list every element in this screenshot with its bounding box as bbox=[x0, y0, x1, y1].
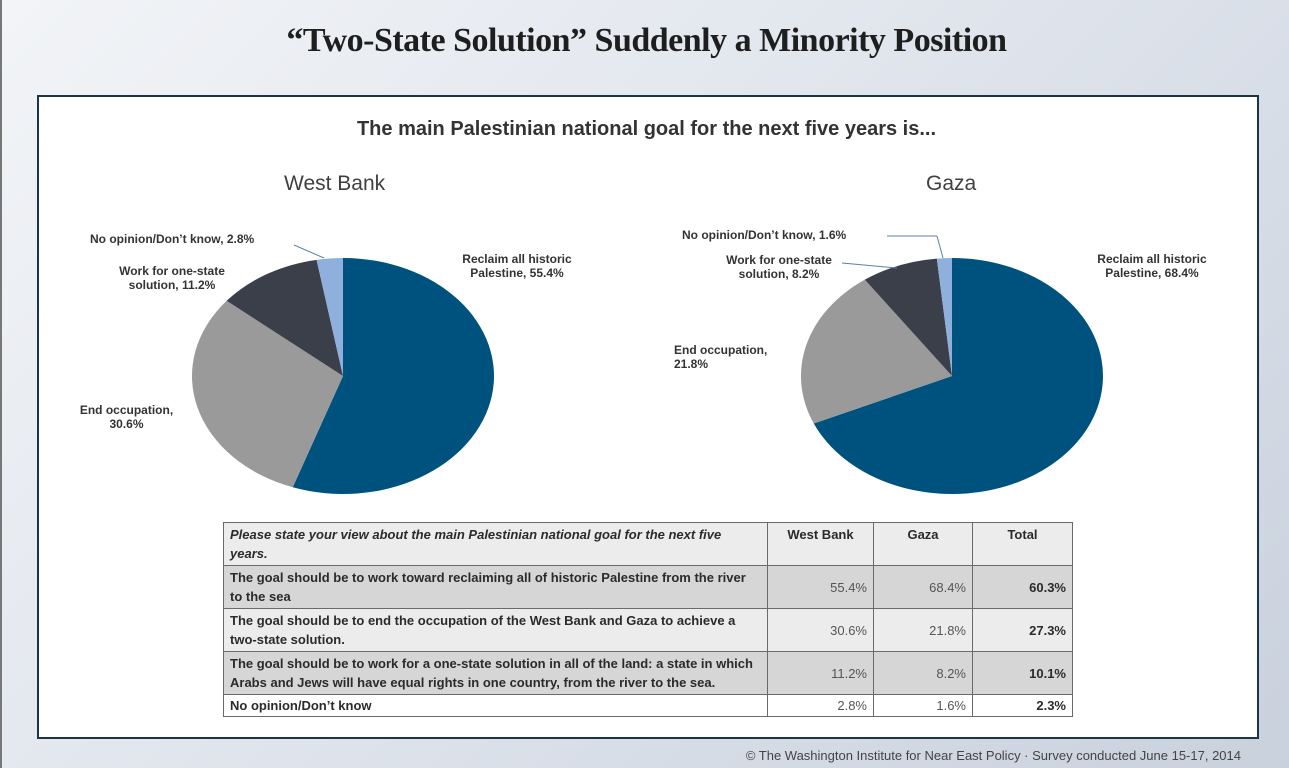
gaza-label-noopinion: No opinion/Don’t know, 1.6% bbox=[682, 228, 847, 242]
cell-gaza: 1.6% bbox=[873, 694, 973, 717]
table-row: No opinion/Don’t know 2.8% 1.6% 2.3% bbox=[223, 694, 1073, 717]
cell-total: 60.3% bbox=[972, 565, 1073, 609]
row-label: The goal should be to work toward reclai… bbox=[223, 565, 768, 609]
wb-label-noopinion: No opinion/Don’t know, 2.8% bbox=[90, 232, 255, 246]
gaza-label-reclaim: Reclaim all historic Palestine, 68.4% bbox=[1097, 252, 1207, 280]
cell-gaza: 68.4% bbox=[873, 565, 973, 609]
row-label: The goal should be to end the occupation… bbox=[223, 608, 768, 652]
leader-line bbox=[841, 262, 898, 269]
table-row: The goal should be to work for a one-sta… bbox=[223, 651, 1073, 695]
cell-total: 2.3% bbox=[972, 694, 1073, 717]
pie-slice-no-opinion-don-t-know bbox=[936, 258, 952, 376]
cell-west-bank: 2.8% bbox=[767, 694, 874, 717]
gaza-title: Gaza bbox=[926, 172, 977, 195]
cell-gaza: 8.2% bbox=[873, 651, 973, 695]
pie-slice-reclaim-all-historic-palestine bbox=[813, 258, 1103, 495]
leader-line bbox=[293, 244, 325, 259]
pie-slice-no-opinion-don-t-know bbox=[316, 258, 343, 376]
west-bank-title: West Bank bbox=[284, 172, 386, 195]
table-header-row: Please state your view about the main Pa… bbox=[223, 522, 1073, 566]
pie-slice-work-for-one-state-solution bbox=[864, 258, 952, 376]
cell-west-bank: 11.2% bbox=[767, 651, 874, 695]
wb-label-end: End occupation, 30.6% bbox=[79, 403, 174, 431]
gaza-label-end: End occupation, 21.8% bbox=[674, 343, 768, 371]
leader-line bbox=[936, 235, 944, 259]
cell-west-bank: 30.6% bbox=[767, 608, 874, 652]
pie-slice-reclaim-all-historic-palestine bbox=[292, 258, 495, 494]
col-west-bank: West Bank bbox=[767, 522, 874, 566]
col-gaza: Gaza bbox=[873, 522, 973, 566]
results-table: Please state your view about the main Pa… bbox=[223, 522, 1073, 717]
wb-label-onestate: Work for one-state solution, 11.2% bbox=[119, 264, 225, 292]
pie-slice-end-occupation bbox=[192, 300, 343, 488]
cell-west-bank: 55.4% bbox=[767, 565, 874, 609]
cell-total: 27.3% bbox=[972, 608, 1073, 652]
table-row: The goal should be to end the occupation… bbox=[223, 608, 1073, 652]
cell-total: 10.1% bbox=[972, 651, 1073, 695]
gaza-pie bbox=[801, 258, 1103, 495]
pie-slice-end-occupation bbox=[801, 279, 952, 424]
row-label: No opinion/Don’t know bbox=[223, 694, 768, 717]
gaza-label-onestate: Work for one-state solution, 8.2% bbox=[726, 253, 832, 281]
chart-subtitle: The main Palestinian national goal for t… bbox=[356, 118, 937, 140]
cell-gaza: 21.8% bbox=[873, 608, 973, 652]
slide-title: “Two-State Solution” Suddenly a Minority… bbox=[286, 22, 1007, 59]
pie-slice-work-for-one-state-solution bbox=[226, 259, 343, 376]
footer-credit: © The Washington Institute for Near East… bbox=[745, 748, 1241, 763]
col-total: Total bbox=[972, 522, 1073, 566]
west-bank-pie bbox=[192, 258, 495, 494]
wb-label-reclaim: Reclaim all historic Palestine, 55.4% bbox=[462, 252, 572, 280]
table-question: Please state your view about the main Pa… bbox=[223, 522, 768, 566]
row-label: The goal should be to work for a one-sta… bbox=[223, 651, 768, 695]
table-row: The goal should be to work toward reclai… bbox=[223, 565, 1073, 609]
